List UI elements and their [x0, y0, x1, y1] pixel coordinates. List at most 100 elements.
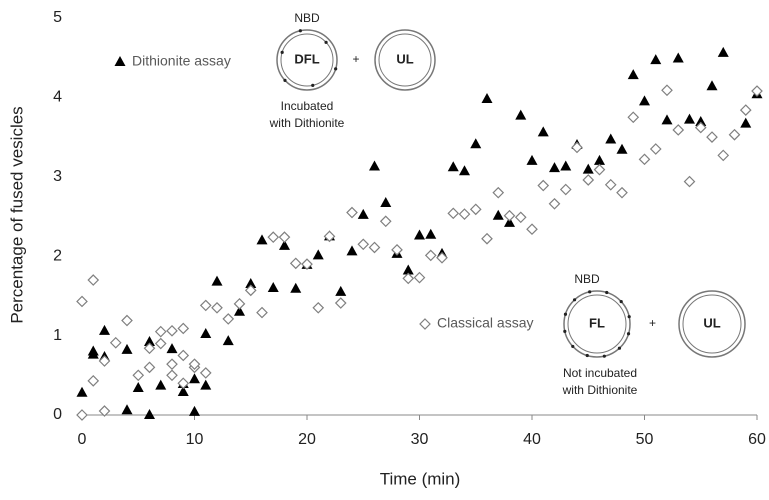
data-point	[245, 277, 257, 288]
plus: +	[649, 316, 656, 330]
diagram-note: Incubated	[281, 99, 334, 113]
data-point	[549, 162, 560, 173]
data-point	[177, 377, 190, 390]
data-point	[424, 249, 437, 262]
data-point	[166, 324, 178, 337]
data-point	[189, 373, 200, 384]
x-tick-label: 50	[636, 431, 654, 448]
data-point	[211, 301, 223, 314]
data-point	[571, 141, 583, 154]
legend-marker	[114, 56, 126, 66]
data-point	[638, 153, 651, 166]
diagram-note: with Dithionite	[562, 383, 638, 397]
data-point	[694, 121, 707, 134]
data-point	[650, 54, 662, 65]
data-point	[639, 95, 650, 106]
data-point	[234, 305, 245, 316]
data-point	[706, 131, 718, 143]
data-point	[244, 284, 257, 297]
partner-inner	[378, 33, 432, 87]
partner-label: UL	[703, 315, 720, 330]
data-point	[548, 197, 561, 210]
data-point	[278, 231, 291, 243]
data-point	[289, 257, 302, 270]
partner	[374, 29, 436, 91]
data-point	[99, 324, 110, 335]
data-point	[717, 46, 729, 57]
data-point	[143, 361, 156, 374]
dye-dot	[298, 29, 302, 33]
dye-dot	[605, 290, 609, 295]
data-point	[346, 245, 358, 256]
data-point	[143, 342, 156, 355]
data-point	[357, 238, 370, 251]
data-point	[447, 207, 460, 220]
data-point	[469, 203, 482, 216]
y-tick-label: 5	[53, 9, 62, 26]
data-point	[627, 69, 639, 80]
dye-dot	[563, 329, 567, 333]
dye-label: NBD	[574, 272, 600, 286]
data-point	[560, 160, 572, 171]
dye-dot	[311, 83, 315, 87]
data-point	[256, 306, 268, 319]
data-point	[436, 251, 448, 264]
data-point	[256, 234, 268, 245]
dye-dot	[334, 67, 338, 71]
data-point	[121, 404, 133, 415]
x-tick-label: 20	[298, 431, 316, 448]
data-point	[470, 138, 482, 149]
data-point	[144, 335, 155, 346]
data-point	[514, 211, 527, 224]
partner	[678, 290, 746, 358]
data-point	[98, 355, 111, 367]
data-point	[458, 208, 471, 220]
data-point	[582, 174, 595, 186]
data-point	[537, 179, 550, 192]
data-point	[402, 272, 415, 285]
legend-label: Classical assay	[437, 315, 533, 331]
data-point	[335, 285, 347, 296]
dye-dot	[627, 315, 631, 319]
data-point	[739, 104, 752, 116]
dye-dot	[283, 78, 287, 82]
dye-dot	[602, 354, 606, 358]
data-point	[166, 369, 178, 382]
data-point	[414, 229, 425, 240]
data-point	[98, 405, 111, 417]
data-point	[334, 297, 347, 309]
partner-inner	[682, 294, 742, 354]
data-point	[154, 325, 167, 338]
legend-label: Dithionite assay	[132, 53, 231, 69]
dye-dot	[585, 353, 589, 358]
data-point	[166, 358, 178, 371]
data-point	[672, 52, 684, 63]
data-point	[717, 149, 730, 162]
data-point	[459, 165, 470, 176]
vesicle	[563, 290, 631, 358]
data-point	[492, 209, 504, 220]
x-tick-label: 10	[186, 431, 204, 448]
data-point	[740, 117, 752, 128]
data-point	[323, 230, 336, 243]
diagram-note: with Dithionite	[269, 116, 345, 130]
data-point	[200, 379, 212, 390]
data-point	[199, 299, 212, 312]
data-point	[222, 313, 235, 325]
data-point	[559, 183, 572, 196]
data-point	[222, 335, 234, 346]
data-point	[233, 297, 246, 310]
data-point	[211, 275, 223, 286]
x-tick-label: 40	[523, 431, 541, 448]
data-point	[189, 405, 200, 416]
dye-label: NBD	[294, 11, 320, 25]
vesicle-inner	[567, 294, 627, 354]
dye-dot	[588, 290, 592, 294]
data-point	[279, 239, 290, 250]
data-point	[526, 223, 538, 236]
data-point	[76, 295, 88, 308]
plus: +	[352, 52, 359, 66]
data-point	[627, 111, 640, 124]
data-point	[413, 271, 426, 284]
